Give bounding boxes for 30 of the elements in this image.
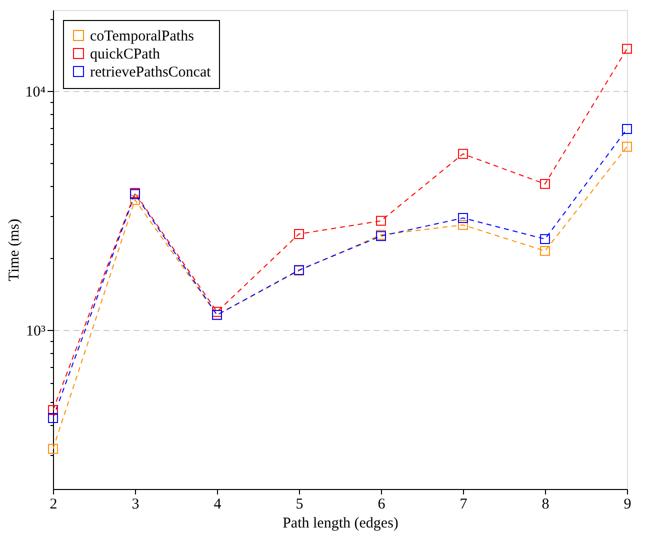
point [540,234,550,244]
point [622,124,632,134]
point [540,246,550,256]
x-tick-label: 4 [214,496,222,512]
point [130,194,140,205]
point [540,178,550,189]
point [48,405,58,416]
x-tick-label: 6 [378,496,386,512]
x-tick-label: 3 [132,496,140,512]
point [48,444,58,454]
point [48,413,58,423]
x-tick-label: 5 [296,496,304,512]
x-tick-label: 9 [624,496,632,512]
legend-label: quickCPath [90,46,160,62]
point [458,220,468,230]
point [622,142,632,152]
x-axis-title: Path length (edges) [282,516,398,532]
x-tick-label: 8 [542,496,550,512]
y-tick-label: 10³ [26,323,46,340]
x-tick-label: 2 [50,496,58,512]
point [294,229,304,239]
point [458,148,468,159]
x-tick-label: 7 [460,496,468,512]
point [458,213,468,223]
legend-label: coTemporalPaths [90,28,194,44]
y-tick-label: 10⁴ [25,84,46,100]
y-axis-title: Time (ms) [6,218,22,282]
point [376,216,386,226]
legend-label: retrievePathsConcat [90,64,212,80]
point [622,44,632,54]
